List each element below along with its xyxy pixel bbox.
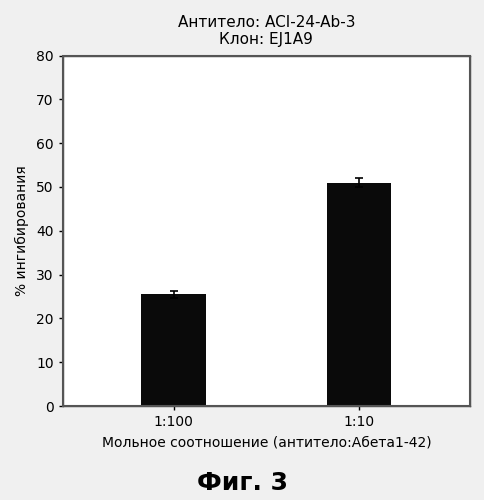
Y-axis label: % ингибирования: % ингибирования (15, 166, 29, 296)
X-axis label: Мольное соотношение (антитело:Абета1-42): Мольное соотношение (антитело:Абета1-42) (101, 436, 430, 450)
Bar (326, 182, 391, 406)
Bar (141, 294, 206, 406)
Title: Антитело: ACI-24-Ab-3
Клон: EJ1A9: Антитело: ACI-24-Ab-3 Клон: EJ1A9 (177, 15, 354, 48)
Text: Фиг. 3: Фиг. 3 (197, 471, 287, 495)
